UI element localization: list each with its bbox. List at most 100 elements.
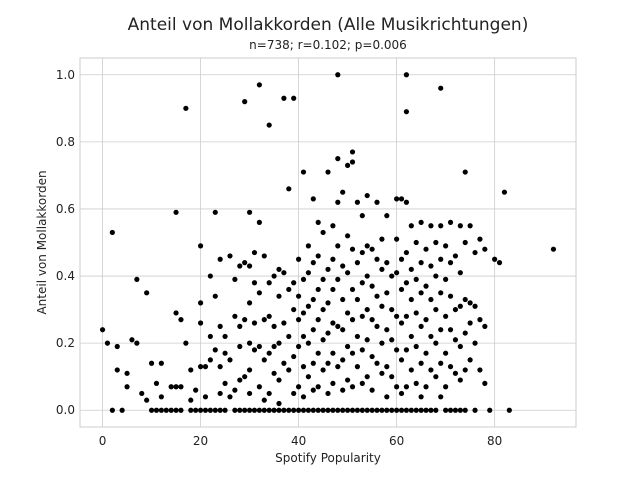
- data-point: [349, 159, 356, 165]
- data-point: [413, 407, 419, 413]
- data-point: [472, 340, 478, 346]
- data-point: [305, 374, 311, 380]
- data-point: [330, 256, 336, 262]
- data-point: [271, 370, 277, 376]
- data-point: [457, 377, 463, 383]
- y-tick-label: 0.8: [56, 135, 75, 149]
- data-point: [438, 327, 444, 333]
- data-point: [237, 343, 243, 350]
- data-point: [379, 370, 385, 376]
- data-point: [394, 407, 400, 413]
- data-point: [315, 253, 321, 259]
- data-point: [384, 364, 390, 370]
- data-point: [423, 384, 429, 390]
- data-point: [364, 192, 370, 199]
- data-point: [477, 367, 483, 373]
- data-point: [193, 387, 199, 393]
- data-point: [398, 407, 405, 413]
- data-point: [496, 260, 503, 266]
- data-point: [438, 360, 444, 366]
- data-point: [276, 266, 282, 272]
- data-point: [148, 407, 155, 413]
- data-point: [251, 280, 258, 286]
- data-point: [291, 306, 297, 313]
- data-point: [315, 350, 321, 356]
- data-point: [374, 323, 380, 329]
- data-point: [443, 243, 449, 249]
- data-point: [104, 340, 111, 346]
- data-point: [345, 310, 351, 316]
- data-point: [119, 407, 125, 413]
- data-point: [242, 374, 248, 380]
- data-point: [443, 407, 449, 413]
- data-point: [310, 296, 316, 303]
- data-point: [413, 310, 419, 316]
- data-point: [114, 367, 120, 373]
- data-point: [300, 407, 307, 413]
- data-point: [261, 317, 267, 323]
- data-point: [433, 374, 439, 380]
- data-point: [202, 364, 209, 370]
- x-tick-label: 80: [487, 434, 502, 448]
- data-point: [506, 407, 512, 413]
- data-point: [266, 313, 272, 319]
- data-point: [369, 387, 375, 393]
- data-point: [227, 253, 233, 259]
- data-point: [310, 407, 316, 413]
- data-point: [99, 327, 106, 333]
- data-point: [462, 330, 468, 336]
- data-point: [408, 367, 414, 373]
- data-point: [359, 280, 365, 286]
- data-point: [148, 360, 155, 366]
- data-point: [320, 229, 326, 236]
- data-point: [178, 407, 184, 413]
- data-point: [325, 300, 331, 306]
- data-point: [408, 266, 414, 272]
- data-point: [398, 320, 405, 326]
- y-tick-label: 1.0: [56, 68, 75, 82]
- data-point: [374, 256, 380, 262]
- data-point: [212, 209, 218, 215]
- x-tick-label: 40: [291, 434, 306, 448]
- data-point: [394, 384, 400, 390]
- data-point: [335, 364, 341, 370]
- data-point: [369, 353, 375, 360]
- data-point: [188, 397, 194, 403]
- data-point: [320, 407, 326, 413]
- data-point: [374, 199, 380, 205]
- data-point: [251, 347, 258, 353]
- data-point: [158, 394, 164, 400]
- data-point: [398, 286, 405, 293]
- data-point: [222, 380, 228, 386]
- data-point: [281, 270, 287, 276]
- data-point: [467, 300, 473, 306]
- data-point: [403, 280, 410, 286]
- data-point: [217, 390, 223, 397]
- data-point: [394, 270, 400, 276]
- y-tick-label: 0.6: [56, 202, 75, 216]
- data-point: [300, 333, 307, 340]
- y-axis-label: Anteil von Mollakkorden: [35, 170, 49, 314]
- data-point: [398, 357, 405, 363]
- x-tick-label: 0: [99, 434, 107, 448]
- data-point: [340, 357, 346, 363]
- y-tick-label: 0.2: [56, 336, 75, 350]
- data-point: [237, 263, 243, 269]
- data-point: [477, 236, 483, 242]
- data-point: [452, 253, 459, 259]
- data-point: [462, 407, 468, 413]
- data-point: [256, 384, 262, 390]
- data-point: [428, 296, 434, 303]
- data-point: [364, 306, 370, 313]
- data-point: [340, 387, 346, 393]
- data-point: [384, 260, 390, 266]
- data-point: [418, 394, 424, 400]
- data-point: [246, 340, 253, 346]
- data-point: [443, 313, 449, 319]
- data-point: [325, 266, 331, 272]
- data-point: [389, 407, 395, 413]
- data-point: [281, 360, 287, 366]
- data-point: [374, 293, 380, 299]
- data-point: [232, 276, 238, 282]
